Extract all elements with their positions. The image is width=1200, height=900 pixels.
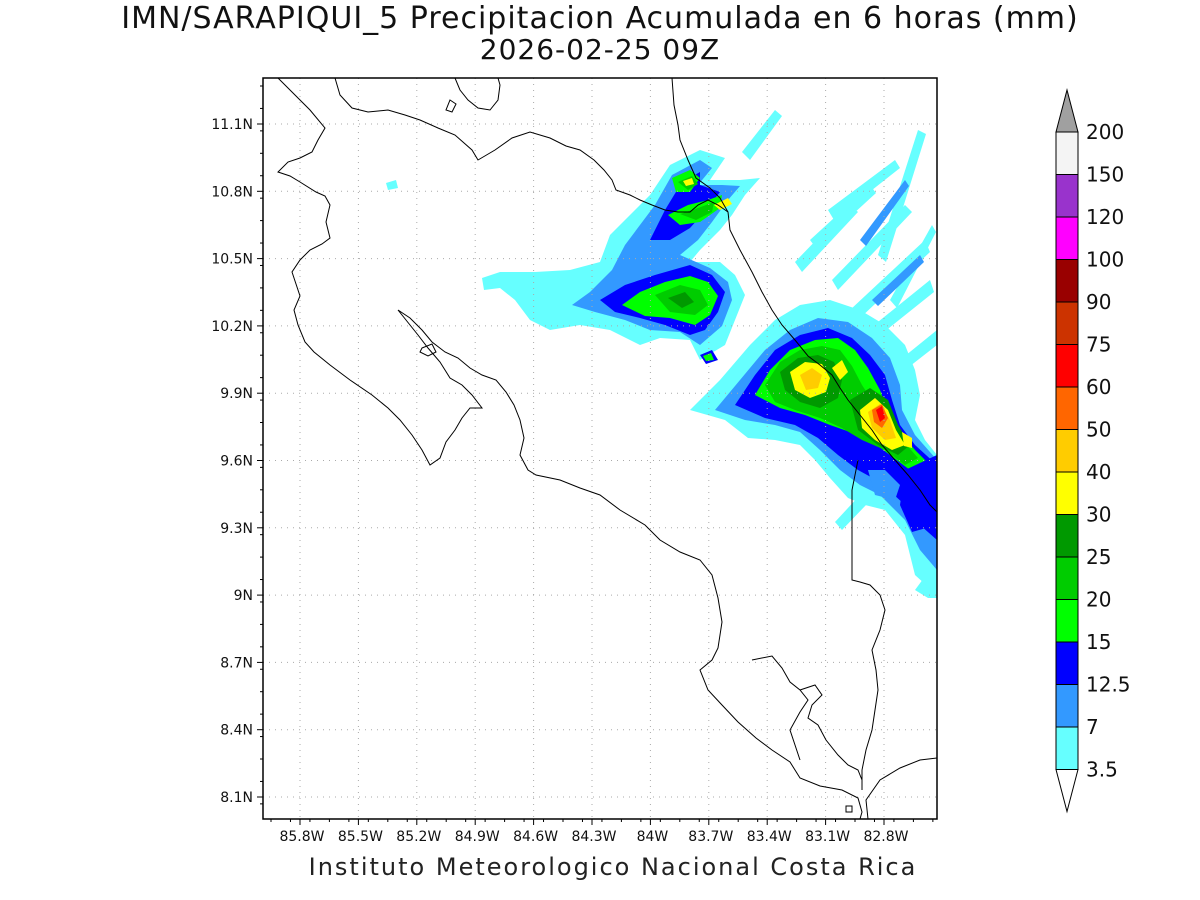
coastlines-borders [277, 78, 937, 819]
colorbar-label: 60 [1086, 375, 1111, 399]
lat-tick-label: 10.2N [211, 319, 253, 335]
precip-streaks [742, 110, 937, 598]
colorbar-swatch [1055, 344, 1079, 388]
lat-tick-label: 10.8N [211, 184, 253, 200]
colorbar-swatch [1055, 131, 1079, 175]
colorbar-swatch [1055, 514, 1079, 558]
colorbar-swatch [1055, 684, 1079, 728]
colorbar-label: 20 [1086, 588, 1111, 612]
lon-tick-label: 83.4W [747, 829, 792, 845]
lat-tick-label: 9.9N [220, 386, 253, 402]
colorbar-swatch [1055, 726, 1079, 770]
lon-tick-label: 84.6W [513, 829, 558, 845]
colorbar-label: 15 [1086, 630, 1111, 654]
map-frame [262, 77, 938, 820]
colorbar-swatch [1055, 216, 1079, 260]
colorbar-label: 7 [1086, 715, 1099, 739]
lon-tick-label: 84.9W [455, 829, 500, 845]
latitude-axis: 11.1N 10.8N 10.5N 10.2N 9.9N 9.6N 9.3N 9N 8.7N 8.… [211, 85, 263, 806]
colorbar-swatch [1055, 556, 1079, 600]
footer-credit: Instituto Meteorologico Nacional Costa R… [308, 853, 918, 881]
lake-island [445, 99, 457, 113]
colorbar-swatch [1055, 386, 1079, 430]
colorbar-label: 90 [1086, 290, 1111, 314]
lon-tick-label: 82.8W [863, 829, 908, 845]
lon-tick-label: 85.5W [338, 829, 383, 845]
map-title: IMN/SARAPIQUI_5 Precipitacion Acumulada … [121, 1, 1079, 36]
nicoya-gulf-island [419, 343, 437, 357]
lat-tick-label: 9.6N [220, 454, 253, 470]
colorbar-label: 100 [1086, 248, 1124, 272]
colorbar-swatch [1055, 429, 1079, 473]
lon-tick-label: 83.7W [688, 829, 733, 845]
nicaragua-border [334, 78, 729, 213]
colorbar-label: 30 [1086, 503, 1111, 527]
map-gridlines [263, 78, 937, 819]
precip-cluster-north [386, 150, 760, 364]
lat-tick-label: 8.4N [220, 723, 253, 739]
colorbar-label: 120 [1086, 205, 1124, 229]
golfo-dulce-shore [799, 684, 863, 781]
pacific-coastline [277, 78, 937, 819]
lon-tick-label: 84W [637, 829, 669, 845]
colorbar-legend: 200 150 120 100 90 75 60 50 40 30 25 20 15 12.5 7 3.5 [1055, 88, 1131, 814]
colorbar-label: 75 [1086, 333, 1111, 357]
lon-tick-label: 85.8W [279, 829, 324, 845]
lon-tick-label: 84.3W [571, 829, 616, 845]
colorbar-label: 200 [1086, 120, 1124, 144]
osa-peninsula [751, 655, 809, 761]
northern-shore [454, 78, 501, 111]
small-island [845, 805, 853, 813]
colorbar-label: 3.5 [1086, 758, 1118, 782]
lon-tick-label: 85.2W [396, 829, 441, 845]
colorbar-over-arrow [1055, 88, 1079, 133]
lat-tick-label: 10.5N [211, 252, 253, 268]
colorbar-swatch [1055, 174, 1079, 218]
colorbar-label: 50 [1086, 418, 1111, 442]
lon-tick-label: 83.1W [805, 829, 850, 845]
colorbar-swatch [1055, 301, 1079, 345]
lat-tick-label: 9.3N [220, 521, 253, 537]
colorbar-swatch [1055, 599, 1079, 643]
caribbean-coastline [671, 78, 937, 513]
lat-tick-label: 11.1N [211, 117, 253, 133]
longitude-axis: 85.8W 85.5W 85.2W 84.9W 84.6W 84.3W 84W 83.7W 83… [270, 819, 934, 845]
colorbar-swatch [1055, 259, 1079, 303]
colorbar-label: 25 [1086, 545, 1111, 569]
colorbar-swatch [1055, 471, 1079, 515]
colorbar-swatch [1055, 641, 1079, 685]
map-subtitle-date: 2026-02-25 09Z [479, 33, 721, 66]
lat-tick-label: 8.1N [220, 790, 253, 806]
lat-tick-label: 9N [234, 588, 253, 604]
panama-border [851, 459, 886, 790]
lat-tick-label: 8.7N [220, 655, 253, 671]
precipitation-field [386, 110, 937, 598]
colorbar-label: 12.5 [1086, 673, 1131, 697]
colorbar-label: 40 [1086, 460, 1111, 484]
colorbar-under-arrow [1055, 769, 1079, 814]
colorbar-label: 150 [1086, 163, 1124, 187]
